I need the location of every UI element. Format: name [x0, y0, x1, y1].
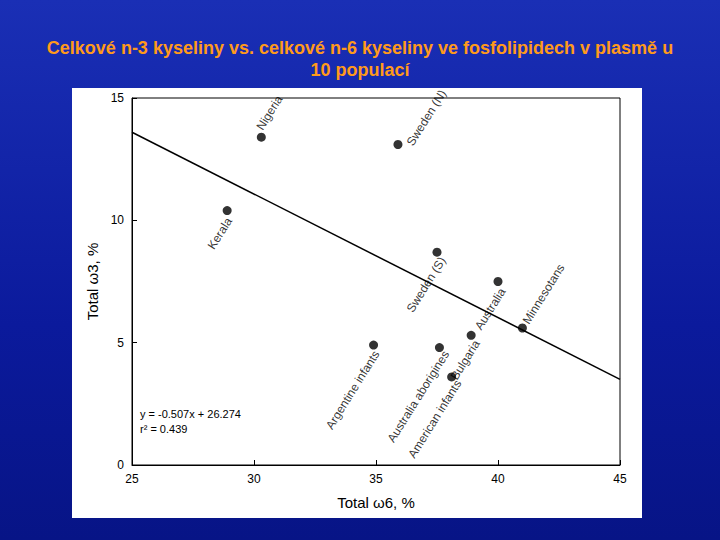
- svg-text:25: 25: [125, 472, 139, 486]
- svg-text:Sweden (S): Sweden (S): [404, 254, 449, 315]
- svg-text:Total ω6, %: Total ω6, %: [337, 494, 415, 511]
- svg-text:Kerala: Kerala: [205, 215, 235, 252]
- svg-text:Sweden (N): Sweden (N): [404, 88, 449, 148]
- svg-text:40: 40: [491, 472, 505, 486]
- svg-text:Nigeria: Nigeria: [253, 93, 285, 133]
- svg-text:Argentine infants: Argentine infants: [323, 348, 383, 432]
- svg-text:y = -0.507x + 26.274: y = -0.507x + 26.274: [140, 408, 241, 420]
- svg-text:Minnesotans: Minnesotans: [520, 261, 568, 326]
- svg-text:American infants: American infants: [405, 377, 464, 460]
- svg-text:30: 30: [247, 472, 261, 486]
- svg-text:Bulgaria: Bulgaria: [448, 337, 483, 382]
- svg-text:5: 5: [117, 336, 124, 350]
- svg-text:Australia aborigines: Australia aborigines: [384, 348, 453, 445]
- svg-text:0: 0: [117, 458, 124, 472]
- svg-text:45: 45: [613, 472, 627, 486]
- svg-text:r² = 0.439: r² = 0.439: [140, 423, 187, 435]
- svg-text:35: 35: [369, 472, 383, 486]
- svg-text:Australia: Australia: [472, 285, 509, 332]
- svg-text:10: 10: [111, 213, 125, 227]
- svg-text:Total ω3, %: Total ω3, %: [84, 243, 101, 321]
- html-text:Celkové n-3 kyseliny vs. celko: Celkové n-3 kyseliny vs. celkové n-6 kys…: [46, 38, 674, 80]
- svg-text:15: 15: [111, 91, 125, 105]
